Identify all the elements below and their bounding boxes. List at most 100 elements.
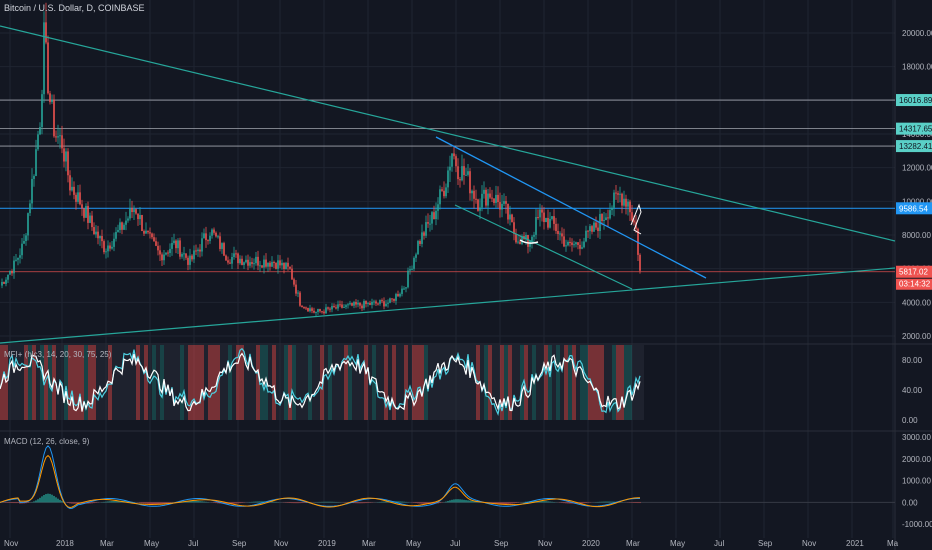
candle-body xyxy=(3,281,5,284)
macd-hist-bar xyxy=(403,501,405,503)
price-label-box xyxy=(896,202,932,215)
macd-hist-bar xyxy=(71,502,73,504)
candle-body xyxy=(593,222,595,232)
candle-body xyxy=(327,307,329,309)
candle-body xyxy=(213,229,215,233)
candle-body xyxy=(343,306,345,308)
macd-tick-label: 2000.00 xyxy=(902,455,931,464)
mfi-band xyxy=(616,345,620,420)
mfi-band xyxy=(472,345,476,420)
candle-body xyxy=(173,240,175,244)
candle-body xyxy=(507,203,509,220)
mfi-band xyxy=(528,345,532,420)
macd-hist-bar xyxy=(399,501,401,503)
macd-hist-bar xyxy=(291,502,293,504)
macd-hist-bar xyxy=(255,501,257,503)
mfi-band xyxy=(236,345,240,420)
macd-hist-bar xyxy=(361,502,363,504)
mfi-panel: 80.00 40.00 0.00 xyxy=(0,345,923,425)
macd-hist-bar xyxy=(571,502,573,504)
macd-hist-bar xyxy=(611,501,613,503)
candle-body xyxy=(145,230,147,234)
trend-line-support xyxy=(0,267,896,344)
macd-hist-bar xyxy=(107,501,109,503)
macd-hist-bar xyxy=(297,502,299,504)
macd-hist-bar xyxy=(53,495,55,503)
horizontal-levels xyxy=(0,99,895,273)
macd-hist-bar xyxy=(93,502,95,504)
candle-body xyxy=(353,302,355,306)
candle-body xyxy=(59,135,61,137)
candle-body xyxy=(489,193,491,198)
candle-body xyxy=(225,255,227,261)
macd-hist-bar xyxy=(293,502,295,504)
candle-body xyxy=(513,222,515,234)
macd-hist-bar xyxy=(159,502,161,504)
mfi-band xyxy=(488,345,492,420)
mfi-band xyxy=(336,345,340,420)
mfi-band xyxy=(388,345,392,420)
candle-body xyxy=(307,307,309,312)
candle-body xyxy=(341,304,343,308)
candle-body xyxy=(41,94,43,127)
mfi-band xyxy=(596,345,600,420)
candle-body xyxy=(455,156,457,167)
candle-body xyxy=(93,227,95,235)
macd-hist-bar xyxy=(415,502,417,504)
time-tick-label: Jul xyxy=(450,539,460,548)
macd-hist-bar xyxy=(457,499,459,503)
macd-hist-bar xyxy=(475,501,477,503)
macd-hist-bar xyxy=(15,502,17,504)
macd-hist-bar xyxy=(241,502,243,503)
candle-body xyxy=(183,253,185,255)
macd-hist-bar xyxy=(157,502,159,505)
candle-body xyxy=(335,307,337,309)
mfi-band xyxy=(168,345,172,420)
candle-body xyxy=(139,215,141,220)
macd-hist-bar xyxy=(251,501,253,503)
candle-body xyxy=(397,294,399,297)
candle-body xyxy=(409,269,411,271)
candle-body xyxy=(289,266,291,269)
candle-body xyxy=(633,220,635,223)
mfi-band xyxy=(208,345,212,420)
candle-body xyxy=(323,311,325,314)
candle-body xyxy=(493,198,495,203)
macd-hist-bar xyxy=(59,499,61,503)
mfi-band xyxy=(44,345,48,420)
candle-body xyxy=(201,238,203,252)
macd-hist-bar xyxy=(417,502,419,504)
mfi-band xyxy=(244,345,248,420)
macd-hist-bar xyxy=(381,501,383,503)
macd-hist-bar xyxy=(201,501,203,503)
candle-body xyxy=(131,207,133,213)
candle-body xyxy=(423,232,425,236)
macd-hist-bar xyxy=(109,501,111,503)
candle-body xyxy=(625,198,627,207)
candle-body xyxy=(135,209,137,214)
mfi-band xyxy=(516,345,520,420)
mfi-band xyxy=(328,345,332,420)
candle-body xyxy=(441,189,443,191)
macd-hist-bar xyxy=(295,502,297,504)
candle-body xyxy=(557,230,559,234)
macd-hist-bar xyxy=(51,494,53,503)
candle-body xyxy=(571,242,573,245)
candle-body xyxy=(165,252,167,255)
macd-hist-bar xyxy=(463,499,465,503)
macd-hist-bar xyxy=(67,502,69,503)
price-label-text: 5817.02 xyxy=(899,268,928,277)
candle-body xyxy=(499,202,501,210)
macd-hist-bar xyxy=(495,502,497,504)
macd-hist-bar xyxy=(111,501,113,503)
candle-body xyxy=(313,310,315,313)
candle-body xyxy=(631,212,633,221)
candle-body xyxy=(259,265,261,267)
mfi-band xyxy=(172,345,176,420)
candle-body xyxy=(321,311,323,313)
candle-body xyxy=(49,93,51,103)
price-tick-label: 4000.00 xyxy=(902,298,931,307)
candle-body xyxy=(31,178,33,204)
candle-body xyxy=(301,305,303,308)
